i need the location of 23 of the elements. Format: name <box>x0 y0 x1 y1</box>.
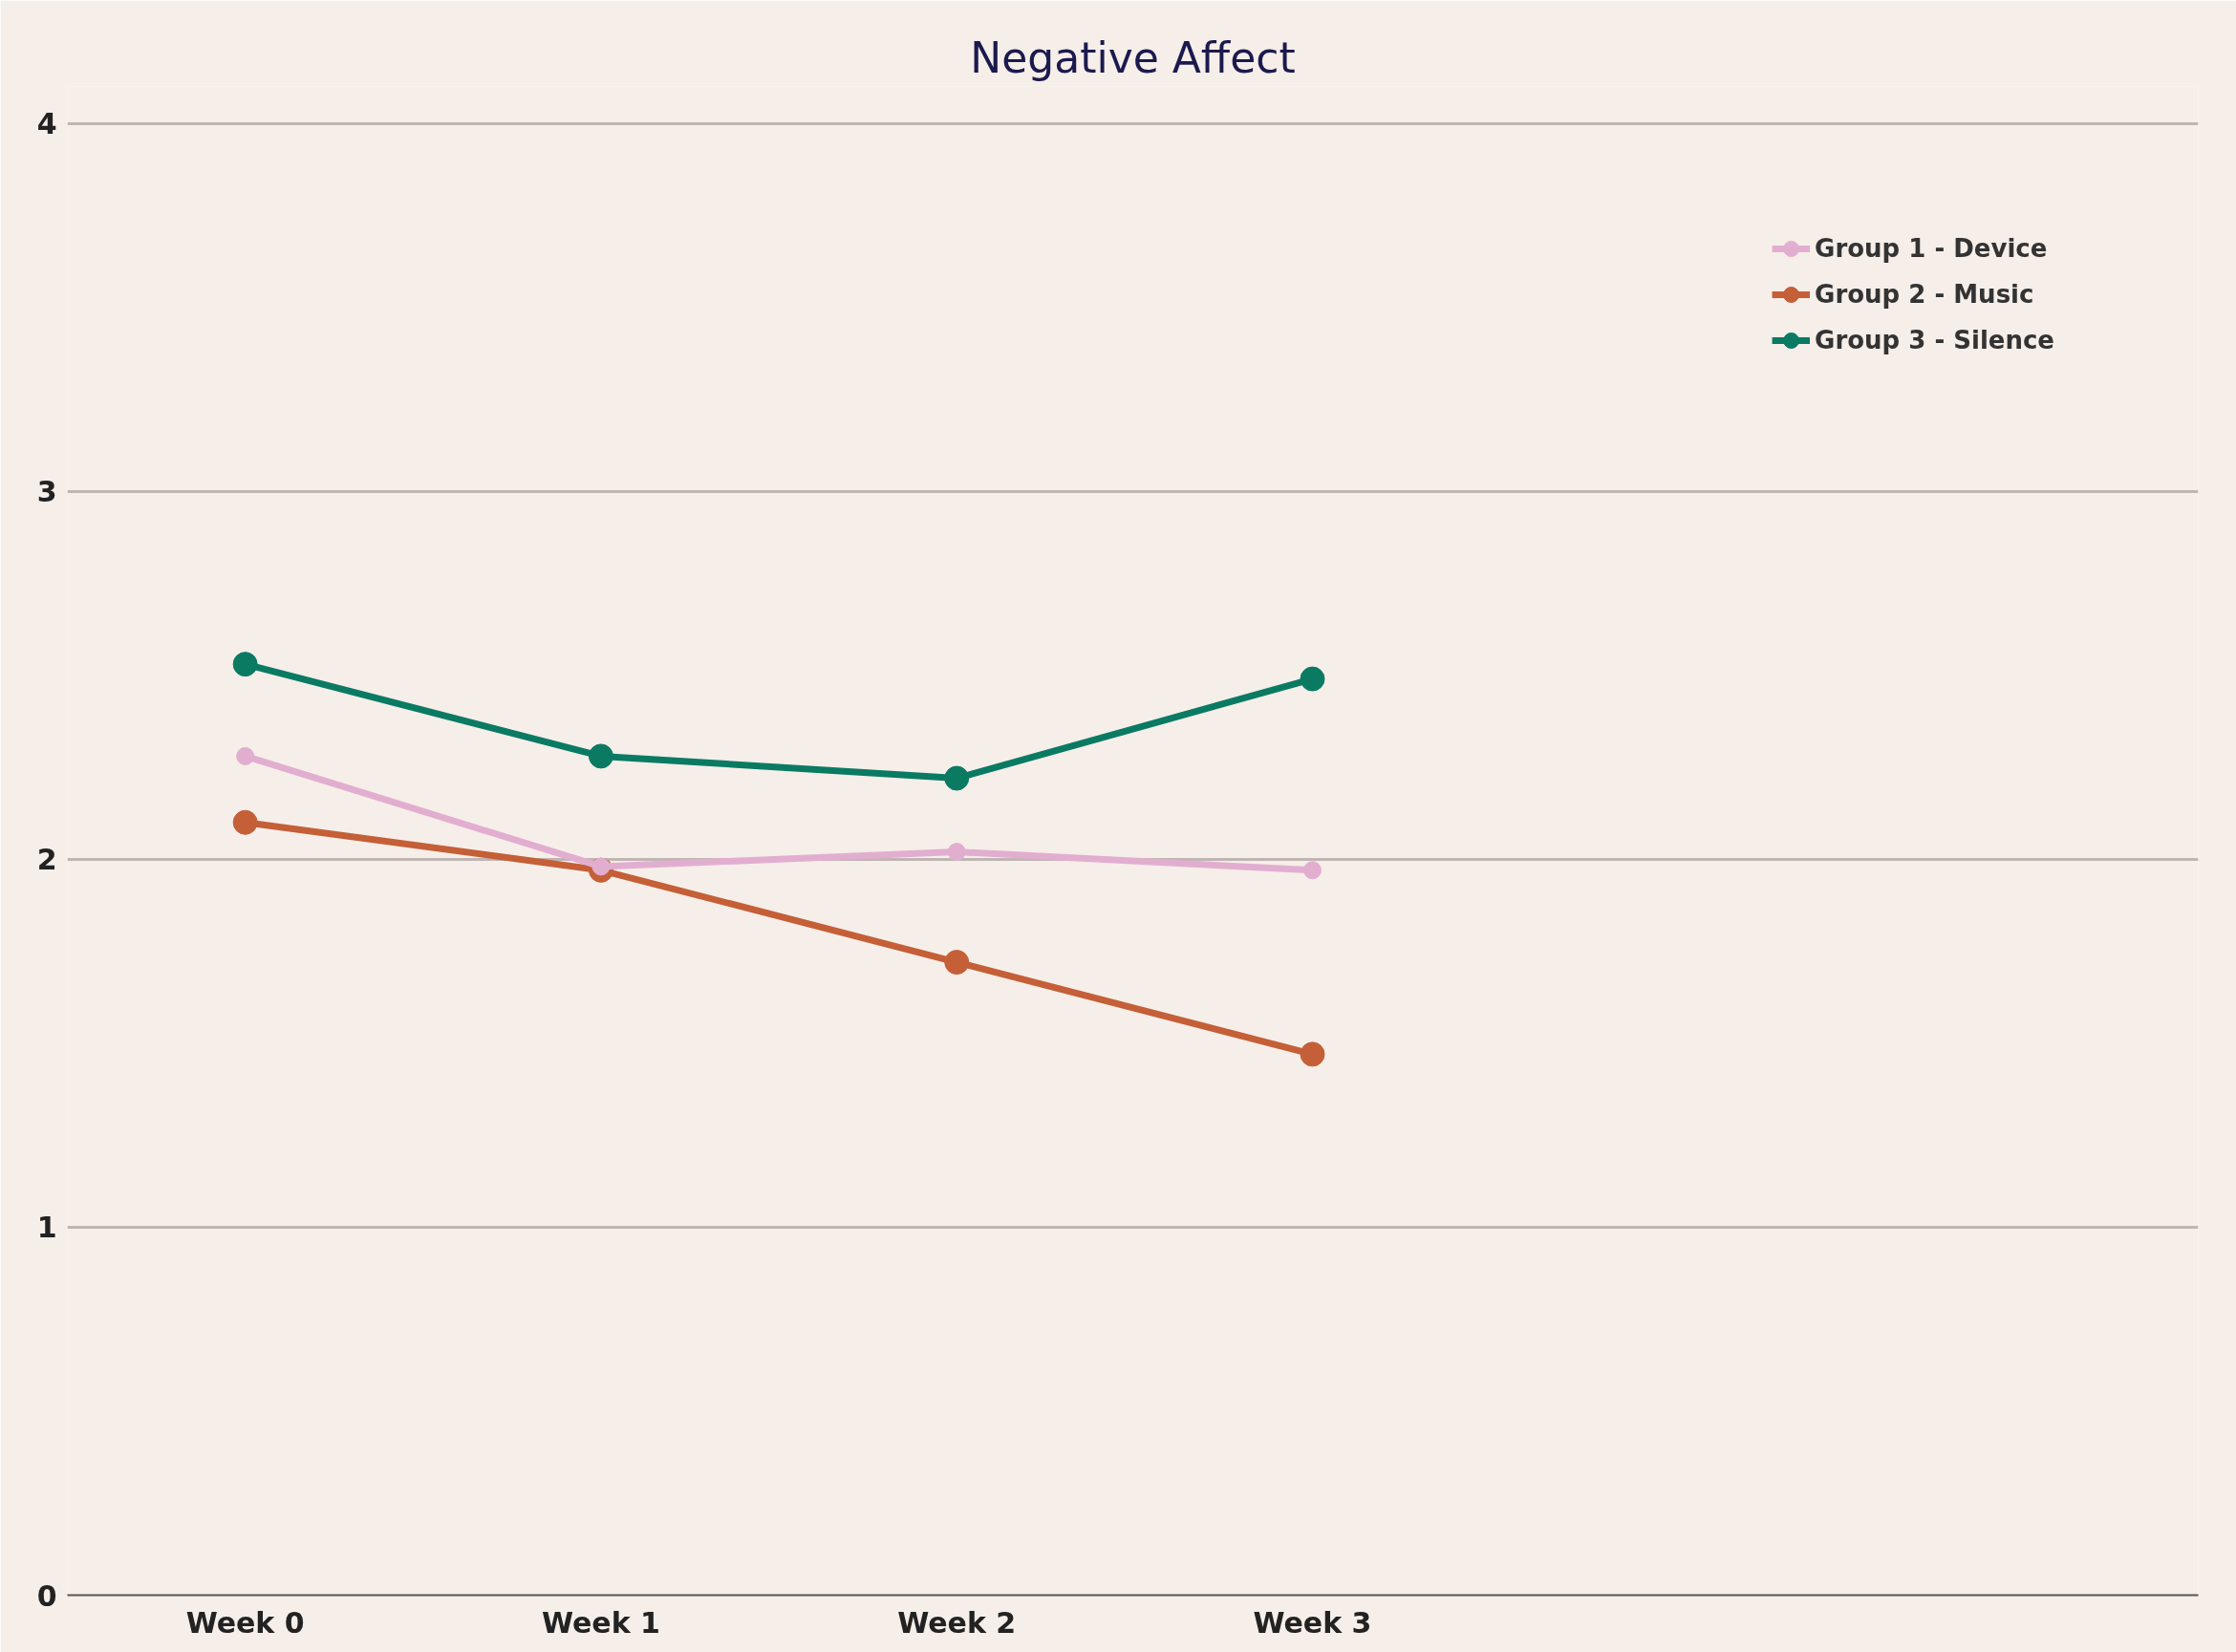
y-tick-label: 4 <box>36 107 57 141</box>
x-tick-label: Week 0 <box>185 1605 305 1640</box>
point <box>236 746 255 765</box>
point <box>944 950 970 976</box>
y-tick-label: 2 <box>36 843 57 877</box>
point <box>944 765 970 791</box>
point <box>588 743 613 769</box>
point <box>232 652 258 677</box>
point <box>1300 666 1325 692</box>
point <box>1300 1041 1325 1067</box>
legend-label: Group 3 - Silence <box>1815 326 2054 354</box>
point <box>232 809 258 835</box>
y-tick-label: 1 <box>36 1211 57 1245</box>
legend-label: Group 2 - Music <box>1815 280 2034 309</box>
point <box>1303 861 1322 880</box>
legend-label: Group 1 - Device <box>1815 234 2048 263</box>
x-tick-label: Week 1 <box>541 1605 660 1640</box>
x-tick-label: Week 2 <box>897 1605 1017 1640</box>
x-tick-label: Week 3 <box>1253 1605 1372 1640</box>
y-tick-label: 3 <box>36 475 57 509</box>
chart-title: Negative Affect <box>970 32 1296 82</box>
point <box>947 843 966 862</box>
y-tick-label: 0 <box>36 1578 57 1613</box>
